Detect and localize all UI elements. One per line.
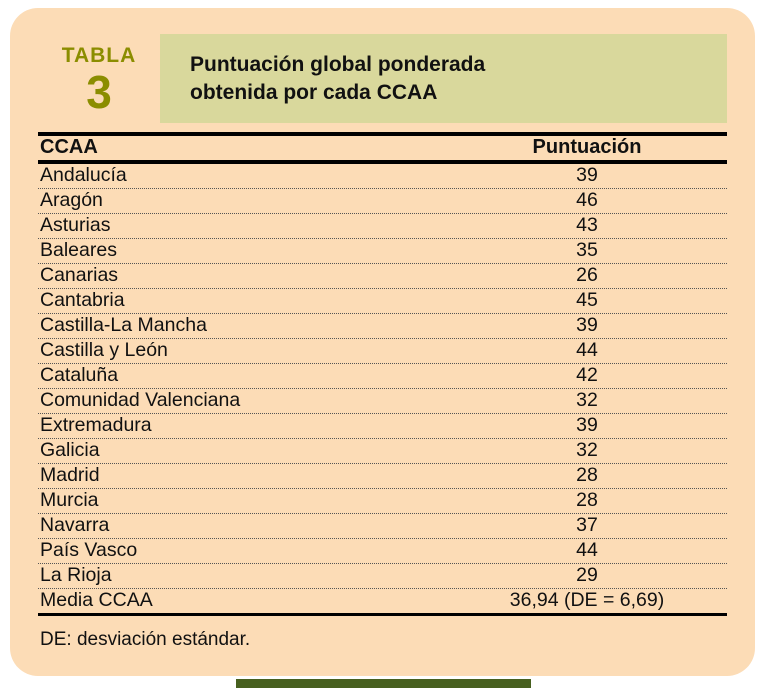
table-cell-puntuacion: 29 — [576, 564, 598, 587]
table-cell-puntuacion: 43 — [576, 214, 598, 237]
table-cell-puntuacion: 39 — [576, 414, 598, 437]
table-row: Cataluña 42 — [38, 364, 727, 389]
table-cell-puntuacion: 37 — [576, 514, 598, 537]
table-row: Murcia 28 — [38, 489, 727, 514]
table-cell-ccaa: Cantabria — [40, 289, 125, 312]
table-row: Castilla y León 44 — [38, 339, 727, 364]
table-footnote: DE: desviación estándar. — [40, 628, 251, 650]
table-column-headers: CCAA Puntuación — [38, 131, 727, 164]
table-cell-ccaa: Asturias — [40, 214, 111, 237]
summary-row: Media CCAA 36,94 (DE = 6,69) — [38, 589, 727, 616]
table-cell-ccaa: Extremadura — [40, 414, 152, 437]
table-cell-ccaa: Baleares — [40, 239, 117, 262]
table-title-line2: obtenida por cada CCAA — [190, 81, 438, 105]
data-table: CCAA Puntuación Andalucía 39 Aragón 46 A… — [38, 131, 727, 651]
title-bar: Puntuación global ponderada obtenida por… — [160, 34, 727, 123]
table-cell-puntuacion: 44 — [576, 339, 598, 362]
table-row: Canarias 26 — [38, 264, 727, 289]
table-row: Asturias 43 — [38, 214, 727, 239]
column-header-puntuacion: Puntuación — [532, 136, 642, 159]
table-body: Andalucía 39 Aragón 46 Asturias 43 Balea… — [38, 164, 727, 589]
table-cell-ccaa: Murcia — [40, 489, 99, 512]
table-cell-puntuacion: 39 — [576, 164, 598, 187]
summary-row-value: 36,94 (DE = 6,69) — [509, 589, 665, 612]
table-row: Andalucía 39 — [38, 164, 727, 189]
table-cell-puntuacion: 44 — [576, 539, 598, 562]
table-cell-puntuacion: 35 — [576, 239, 598, 262]
table-row: Cantabria 45 — [38, 289, 727, 314]
table-title-line1: Puntuación global ponderada — [190, 53, 486, 76]
table-row: Aragón 46 — [38, 189, 727, 214]
table-cell-puntuacion: 32 — [576, 439, 598, 462]
table-row: Castilla-La Mancha 39 — [38, 314, 727, 339]
table-badge-number: 3 — [86, 66, 112, 118]
table-row: Navarra 37 — [38, 514, 727, 539]
table-cell-ccaa: Aragón — [40, 189, 103, 212]
table-row: Baleares 35 — [38, 239, 727, 264]
table-cell-ccaa: La Rioja — [40, 564, 112, 587]
table-cell-ccaa: País Vasco — [40, 539, 138, 562]
table-cell-ccaa: Andalucía — [40, 164, 127, 187]
table-cell-puntuacion: 28 — [576, 489, 598, 512]
table-cell-ccaa: Navarra — [40, 514, 110, 537]
table-cell-ccaa: Castilla-La Mancha — [40, 314, 207, 337]
table-cell-ccaa: Canarias — [40, 264, 119, 287]
table-cell-ccaa: Castilla y León — [40, 339, 168, 362]
table-cell-puntuacion: 46 — [576, 189, 598, 212]
table-row: Madrid 28 — [38, 464, 727, 489]
table-row: Extremadura 39 — [38, 414, 727, 439]
bottom-decoration-bar — [236, 679, 531, 688]
table-cell-ccaa: Madrid — [40, 464, 100, 487]
table-cell-puntuacion: 45 — [576, 289, 598, 312]
table-badge-label: TABLA — [61, 44, 137, 67]
summary-row-label: Media CCAA — [40, 589, 153, 612]
column-header-ccaa: CCAA — [40, 136, 98, 159]
table-panel: TABLA 3 Puntuación global ponderada obte… — [10, 8, 755, 676]
table-cell-puntuacion: 32 — [576, 389, 598, 412]
table-cell-ccaa: Comunidad Valenciana — [40, 389, 241, 412]
table-row: Comunidad Valenciana 32 — [38, 389, 727, 414]
table-cell-puntuacion: 42 — [576, 364, 598, 387]
table-row: Galicia 32 — [38, 439, 727, 464]
table-header-area: TABLA 3 Puntuación global ponderada obte… — [10, 8, 755, 123]
table-row: País Vasco 44 — [38, 539, 727, 564]
table-cell-puntuacion: 39 — [576, 314, 598, 337]
table-cell-puntuacion: 28 — [576, 464, 598, 487]
table-cell-ccaa: Galicia — [40, 439, 100, 462]
table-badge: TABLA 3 — [38, 34, 160, 123]
table-row: La Rioja 29 — [38, 564, 727, 589]
table-cell-puntuacion: 26 — [576, 264, 598, 287]
table-cell-ccaa: Cataluña — [40, 364, 119, 387]
